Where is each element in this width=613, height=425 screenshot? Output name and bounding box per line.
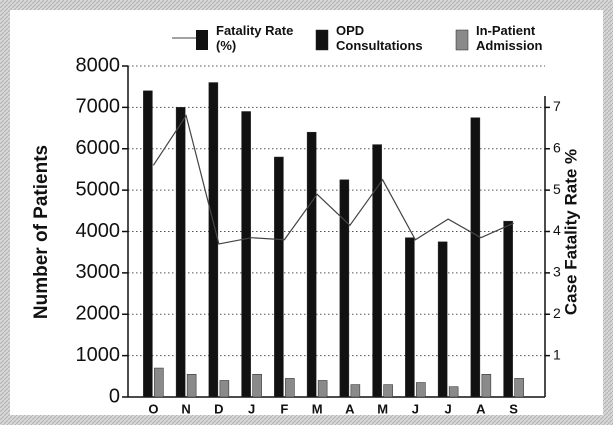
- y-tick-label: 3000: [76, 261, 121, 283]
- bar: [186, 373, 197, 398]
- x-tick-label: F: [280, 401, 288, 416]
- bar: [208, 82, 219, 398]
- x-tick-label: O: [148, 401, 158, 416]
- y-tick-label: 0: [109, 385, 120, 407]
- x-tick-label: M: [377, 401, 388, 416]
- y2-tick-label: 6: [553, 139, 561, 155]
- bar: [306, 131, 317, 398]
- y2-tick-label: 3: [553, 264, 561, 280]
- x-tick-label: A: [476, 401, 486, 416]
- x-tick-label: A: [345, 401, 355, 416]
- y-tick-label: 2000: [76, 303, 121, 325]
- y-tick-label: 8000: [76, 54, 121, 76]
- legend-label: Fatality Rate (%): [216, 23, 294, 53]
- legend-key: [455, 29, 469, 51]
- x-tick-label: M: [312, 401, 323, 416]
- legend-label: In-Patient Admission: [476, 23, 543, 53]
- y2-tick-label: 5: [553, 181, 561, 197]
- legend-key: [196, 30, 208, 50]
- bar: [350, 384, 361, 398]
- x-tick-label: J: [412, 401, 419, 416]
- bar: [416, 382, 426, 398]
- x-tick-label: N: [181, 401, 190, 416]
- bar: [175, 107, 186, 398]
- y2-tick-label: 2: [553, 305, 561, 321]
- bar: [274, 156, 284, 398]
- bar: [241, 111, 251, 398]
- x-tick-label: D: [214, 401, 223, 416]
- y2-axis-label: Case Fatality Rate %: [561, 149, 580, 315]
- x-tick-label: S: [509, 401, 518, 416]
- legend-key: [315, 29, 329, 51]
- bar: [383, 384, 393, 398]
- x-tick-label: J: [248, 401, 255, 416]
- bar: [405, 237, 415, 398]
- y-axis-label: Number of Patients: [31, 145, 52, 319]
- y-tick-label: 4000: [76, 220, 121, 242]
- y2-tick-label: 1: [553, 346, 561, 362]
- bar: [219, 380, 230, 398]
- bar: [143, 90, 153, 398]
- bar: [514, 378, 524, 398]
- fatality-line: [152, 114, 514, 245]
- bar: [481, 373, 492, 398]
- legend-label: OPD Consultations: [336, 23, 423, 53]
- y-tick-label: 5000: [76, 178, 121, 200]
- bar: [339, 179, 350, 398]
- bar: [372, 144, 382, 398]
- bar: [503, 220, 513, 398]
- bar: [448, 386, 459, 398]
- x-tick-label: J: [445, 401, 452, 416]
- y-tick-label: 6000: [76, 137, 121, 159]
- y-tick-label: 1000: [76, 344, 121, 366]
- y2-tick-label: 4: [553, 222, 561, 238]
- bar: [437, 241, 448, 398]
- bar: [317, 380, 328, 398]
- bar: [252, 373, 262, 398]
- y-tick-label: 7000: [76, 96, 121, 118]
- y2-tick-label: 7: [553, 98, 561, 114]
- bar: [470, 117, 481, 398]
- bar: [154, 367, 164, 398]
- bar: [285, 378, 295, 398]
